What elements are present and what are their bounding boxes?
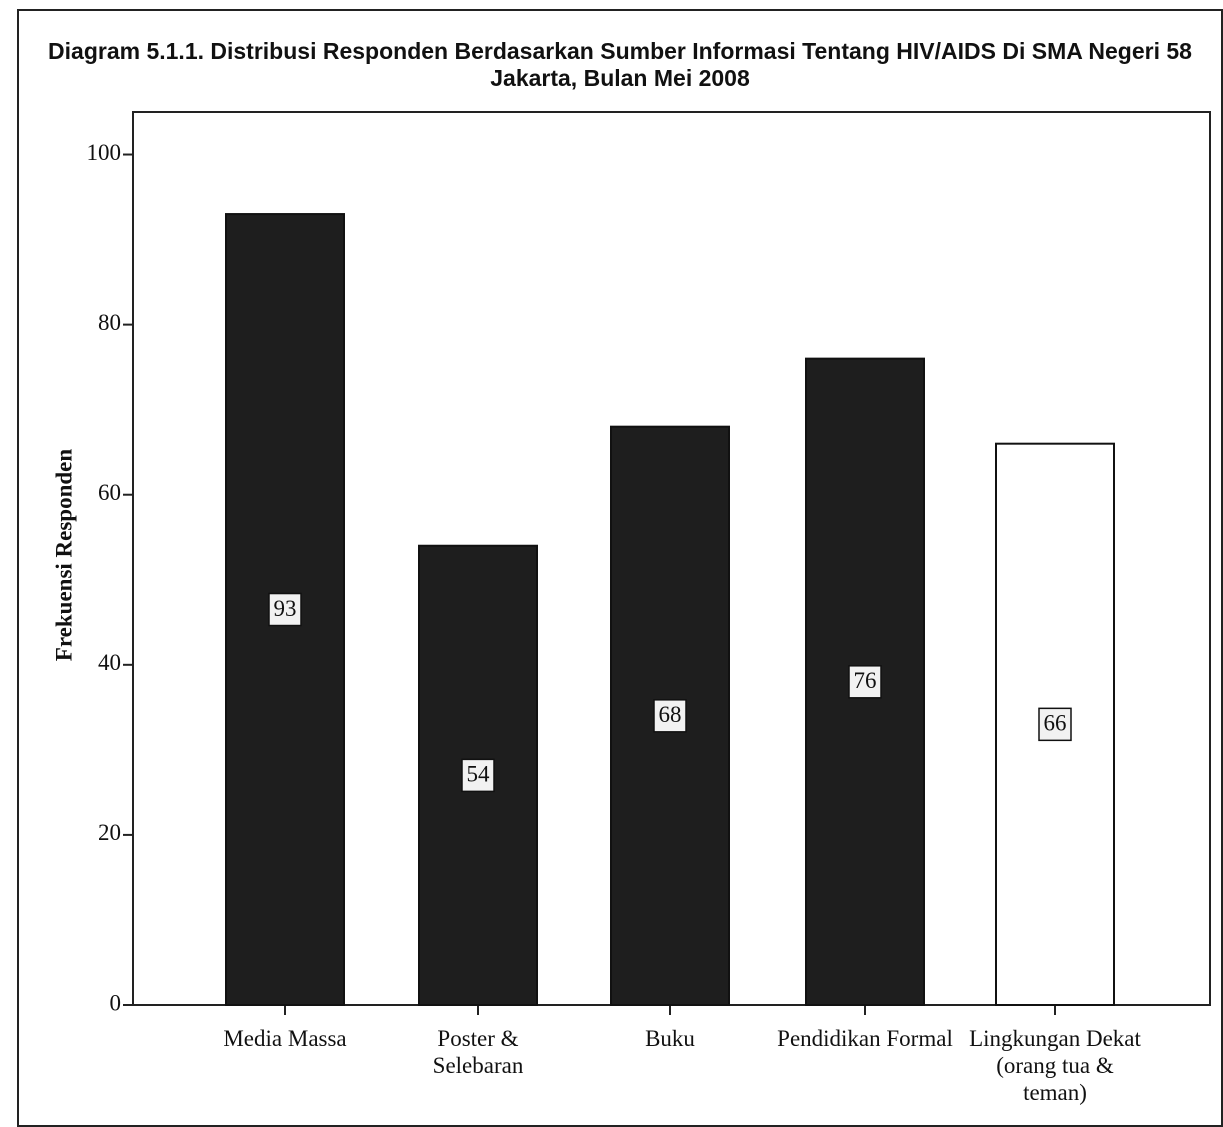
x-tick-label: Buku bbox=[570, 1025, 770, 1052]
x-tick-label: Poster & Selebaran bbox=[413, 1025, 543, 1079]
x-tick-label: Lingkungan Dekat (orang tua & teman) bbox=[968, 1025, 1143, 1106]
y-tick-label: 80 bbox=[98, 310, 121, 335]
chart: Frekuensi Responden 0 20 40 60 80 100 93 54 68 76… bbox=[0, 0, 1223, 1127]
y-tick-label: 0 bbox=[110, 990, 122, 1015]
y-tick-label: 20 bbox=[98, 820, 121, 845]
value-label: 66 bbox=[1044, 711, 1067, 736]
x-tick-label: Pendidikan Formal bbox=[750, 1025, 980, 1052]
y-tick-label: 100 bbox=[87, 140, 122, 165]
y-tick-label: 40 bbox=[98, 650, 121, 675]
y-axis-label: Frekuensi Responden bbox=[51, 449, 76, 662]
chart-title: Diagram 5.1.1. Distribusi Responden Berd… bbox=[40, 38, 1200, 92]
value-label: 54 bbox=[467, 762, 491, 787]
value-label: 68 bbox=[659, 702, 682, 727]
x-tick-label: Media Massa bbox=[185, 1025, 385, 1052]
value-label: 93 bbox=[274, 596, 297, 621]
y-tick-label: 60 bbox=[98, 480, 121, 505]
value-label: 76 bbox=[854, 668, 877, 693]
page: Frekuensi Responden 0 20 40 60 80 100 93 54 68 76… bbox=[0, 0, 1223, 1127]
